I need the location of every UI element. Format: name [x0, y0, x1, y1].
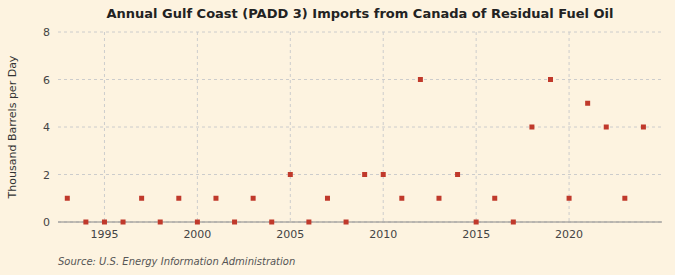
y-grid-line — [58, 32, 662, 33]
point — [362, 172, 367, 177]
point — [195, 220, 200, 225]
point — [585, 101, 590, 106]
points — [65, 77, 646, 225]
x-tick-label: 2000 — [183, 228, 211, 241]
title: Annual Gulf Coast (PADD 3) Imports from … — [106, 6, 613, 21]
y-grid-line — [58, 222, 662, 223]
y-axis-label: Thousand Barrels per Day — [6, 55, 19, 199]
y-tick-label: 4 — [43, 121, 50, 134]
point — [139, 196, 144, 201]
x-tick-label: 1995 — [90, 228, 118, 241]
y-tick-label: 0 — [43, 216, 50, 229]
x-grid-line — [476, 32, 477, 222]
point — [622, 196, 627, 201]
chart-container: 0 2 4 6 8 1995 2000 2005 2010 2015 2020 Annual Gulf… — [0, 0, 675, 275]
chart: 0 2 4 6 8 1995 2000 2005 2010 2015 2020 Annual Gulf… — [0, 0, 675, 275]
source-note: Source: U.S. Energy Information Administ… — [58, 256, 295, 267]
point — [529, 125, 534, 130]
y-grid-line — [58, 79, 662, 80]
x-grid-line — [197, 32, 198, 222]
point — [511, 220, 516, 225]
grid — [58, 32, 662, 222]
point — [121, 220, 126, 225]
point — [65, 196, 70, 201]
point — [455, 172, 460, 177]
point — [548, 77, 553, 82]
x-grid-line — [290, 32, 291, 222]
point — [269, 220, 274, 225]
x-tick-label: 2005 — [276, 228, 304, 241]
point — [102, 220, 107, 225]
point — [83, 220, 88, 225]
point — [288, 172, 293, 177]
point — [474, 220, 479, 225]
point — [567, 196, 572, 201]
point — [399, 196, 404, 201]
x-grid-line — [104, 32, 105, 222]
x-tick-label: 2010 — [369, 228, 397, 241]
point — [213, 196, 218, 201]
x-axis-line — [58, 222, 662, 223]
point — [325, 196, 330, 201]
y-tick-label: 2 — [43, 169, 50, 182]
point — [306, 220, 311, 225]
y-grid-line — [58, 174, 662, 175]
x-grid-line — [569, 32, 570, 222]
x-tick-label: 2015 — [462, 228, 490, 241]
point — [641, 125, 646, 130]
x-tick-label: 2020 — [555, 228, 583, 241]
point — [381, 172, 386, 177]
point — [436, 196, 441, 201]
point — [251, 196, 256, 201]
point — [344, 220, 349, 225]
point — [232, 220, 237, 225]
y-tick-label: 8 — [43, 26, 50, 39]
y-tick-label: 6 — [43, 74, 50, 87]
axes: 0 2 4 6 8 1995 2000 2005 2010 2015 2020 — [43, 26, 662, 241]
point — [158, 220, 163, 225]
point — [604, 125, 609, 130]
point — [418, 77, 423, 82]
point — [176, 196, 181, 201]
y-grid-line — [58, 127, 662, 128]
point — [492, 196, 497, 201]
x-grid-line — [383, 32, 384, 222]
